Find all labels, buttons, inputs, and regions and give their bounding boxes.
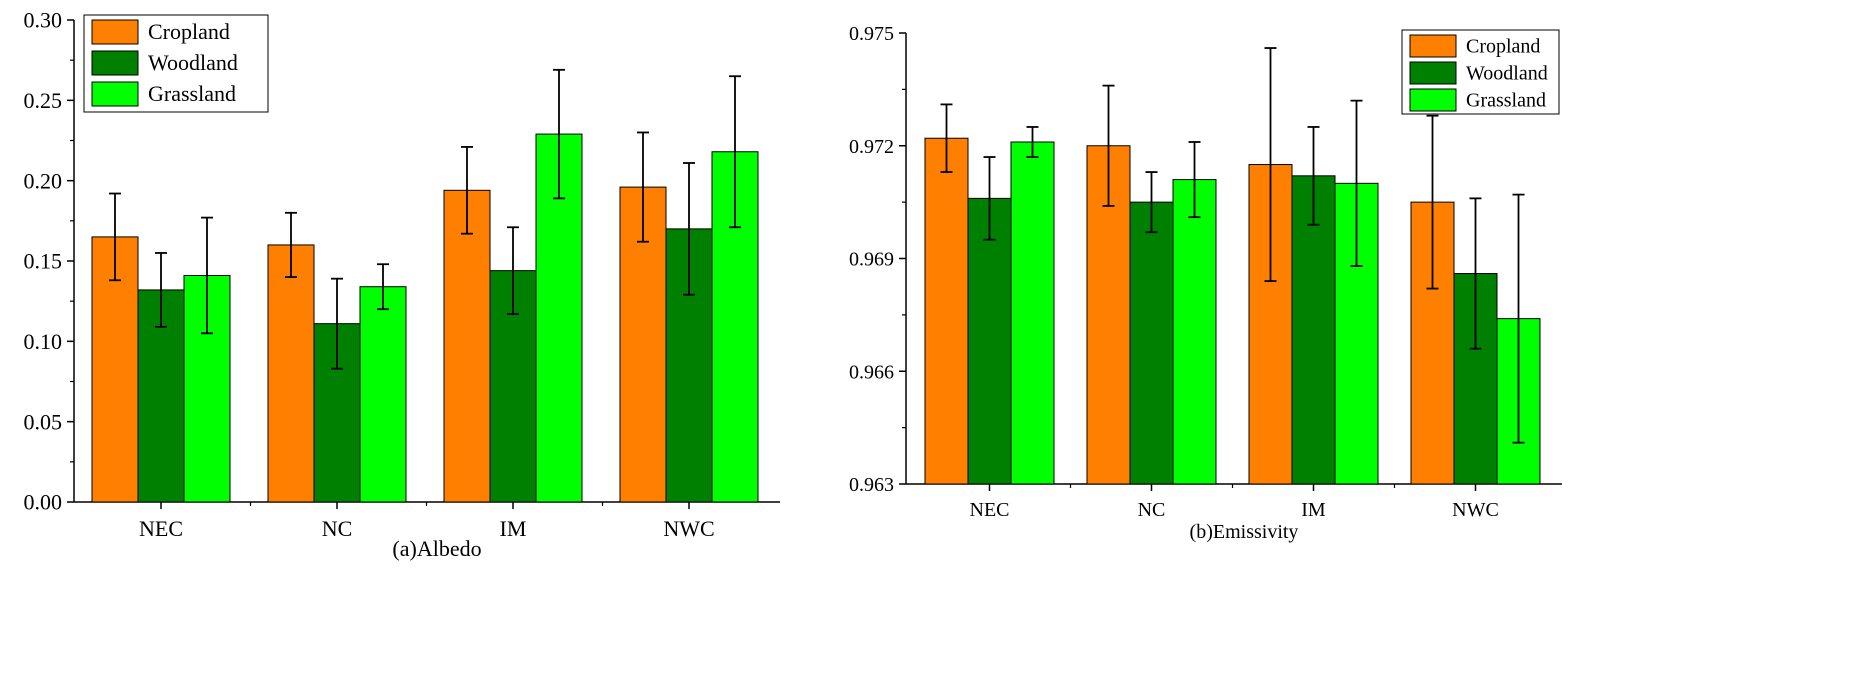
y-tick-label: 0.10 — [24, 329, 63, 354]
category-label-nc: NC — [1138, 499, 1166, 521]
category-label-im: IM — [1301, 499, 1326, 521]
error-bar-woodland-im — [507, 226, 519, 315]
bar-cropland-nec — [924, 137, 969, 485]
error-bar-cropland-nwc — [1426, 114, 1439, 290]
legend-swatch-cropland — [91, 19, 139, 45]
legend-label-cropland: Cropland — [148, 19, 230, 44]
error-bar-cropland-nec — [940, 103, 953, 173]
y-tick-label: 0.30 — [24, 8, 63, 33]
legend-swatch-woodland — [91, 50, 139, 76]
chart-panel-emissivity: 0.963 0.966 0.969 0.972 0.975 NEC NC IM NWC (b)Em… — [849, 23, 1562, 543]
y-tick-label: 0.25 — [24, 88, 63, 113]
bar-grassland-nc — [1172, 179, 1217, 485]
error-bar-woodland-nc — [331, 277, 343, 370]
legend-swatch-cropland — [1409, 34, 1457, 58]
category-label-nwc: NWC — [1452, 499, 1499, 521]
error-bar-grassland-nwc — [1512, 193, 1525, 444]
chart-title: (b)Emissivity — [1190, 521, 1299, 543]
legend-swatch-grassland — [91, 81, 139, 107]
y-tick-label: 0.966 — [849, 361, 894, 383]
error-bar-cropland-nc — [285, 211, 297, 278]
error-bar-grassland-nc — [377, 263, 389, 311]
bar-cropland-im — [443, 189, 491, 503]
legend-label-grassland: Grassland — [1466, 90, 1546, 112]
bar-woodland-nec — [967, 197, 1012, 485]
error-bar-woodland-nc — [1145, 171, 1158, 234]
chart-title: (a)Albedo — [392, 536, 481, 561]
category-label-nc: NC — [322, 516, 353, 541]
legend-label-woodland: Woodland — [148, 50, 238, 75]
legend-label-woodland: Woodland — [1466, 63, 1548, 85]
y-tick-label: 0.20 — [24, 168, 63, 193]
error-bar-grassland-im — [1350, 99, 1363, 267]
error-bar-cropland-im — [1264, 47, 1277, 282]
legend: Cropland Woodland Grassland — [1401, 29, 1560, 115]
y-tick-label: 0.975 — [849, 23, 894, 45]
category-label-nwc: NWC — [663, 516, 714, 541]
chart-panel-albedo: 0.00 0.05 0.10 0.15 0.20 0.25 0.30 NEC NC IM NWC (a… — [24, 8, 780, 561]
bar-cropland-nc — [267, 244, 315, 503]
legend: Cropland Woodland Grassland — [83, 14, 269, 113]
error-bar-woodland-nec — [983, 156, 996, 241]
error-bar-cropland-nec — [109, 192, 121, 282]
y-tick-label: 0.05 — [24, 409, 63, 434]
error-bar-woodland-nec — [155, 252, 167, 328]
error-bar-cropland-im — [461, 146, 473, 235]
legend-swatch-grassland — [1409, 88, 1457, 112]
y-tick-label: 0.00 — [24, 490, 63, 515]
legend-label-grassland: Grassland — [148, 81, 236, 106]
bar-grassland-nec — [1010, 141, 1055, 485]
error-bar-grassland-nec — [201, 216, 213, 335]
category-label-nec: NEC — [970, 499, 1010, 521]
legend-swatch-woodland — [1409, 61, 1457, 85]
error-bar-woodland-nwc — [683, 162, 695, 296]
error-bar-grassland-nwc — [729, 75, 741, 229]
category-label-im: IM — [500, 516, 527, 541]
error-bar-cropland-nwc — [637, 131, 649, 243]
error-bar-grassland-nec — [1026, 126, 1039, 158]
y-tick-label: 0.15 — [24, 249, 63, 274]
category-label-nec: NEC — [139, 516, 183, 541]
y-tick-label: 0.969 — [849, 249, 894, 271]
error-bar-cropland-nc — [1102, 84, 1115, 207]
error-bar-woodland-im — [1307, 126, 1320, 226]
bar-grassland-nc — [359, 286, 407, 503]
y-tick-label: 0.963 — [849, 474, 894, 496]
error-bar-grassland-nc — [1188, 141, 1201, 219]
error-bar-grassland-im — [553, 68, 565, 200]
bar-woodland-nc — [1129, 201, 1174, 485]
legend-label-cropland: Cropland — [1466, 36, 1540, 58]
y-tick-label: 0.972 — [849, 136, 894, 158]
error-bar-woodland-nwc — [1469, 197, 1482, 350]
